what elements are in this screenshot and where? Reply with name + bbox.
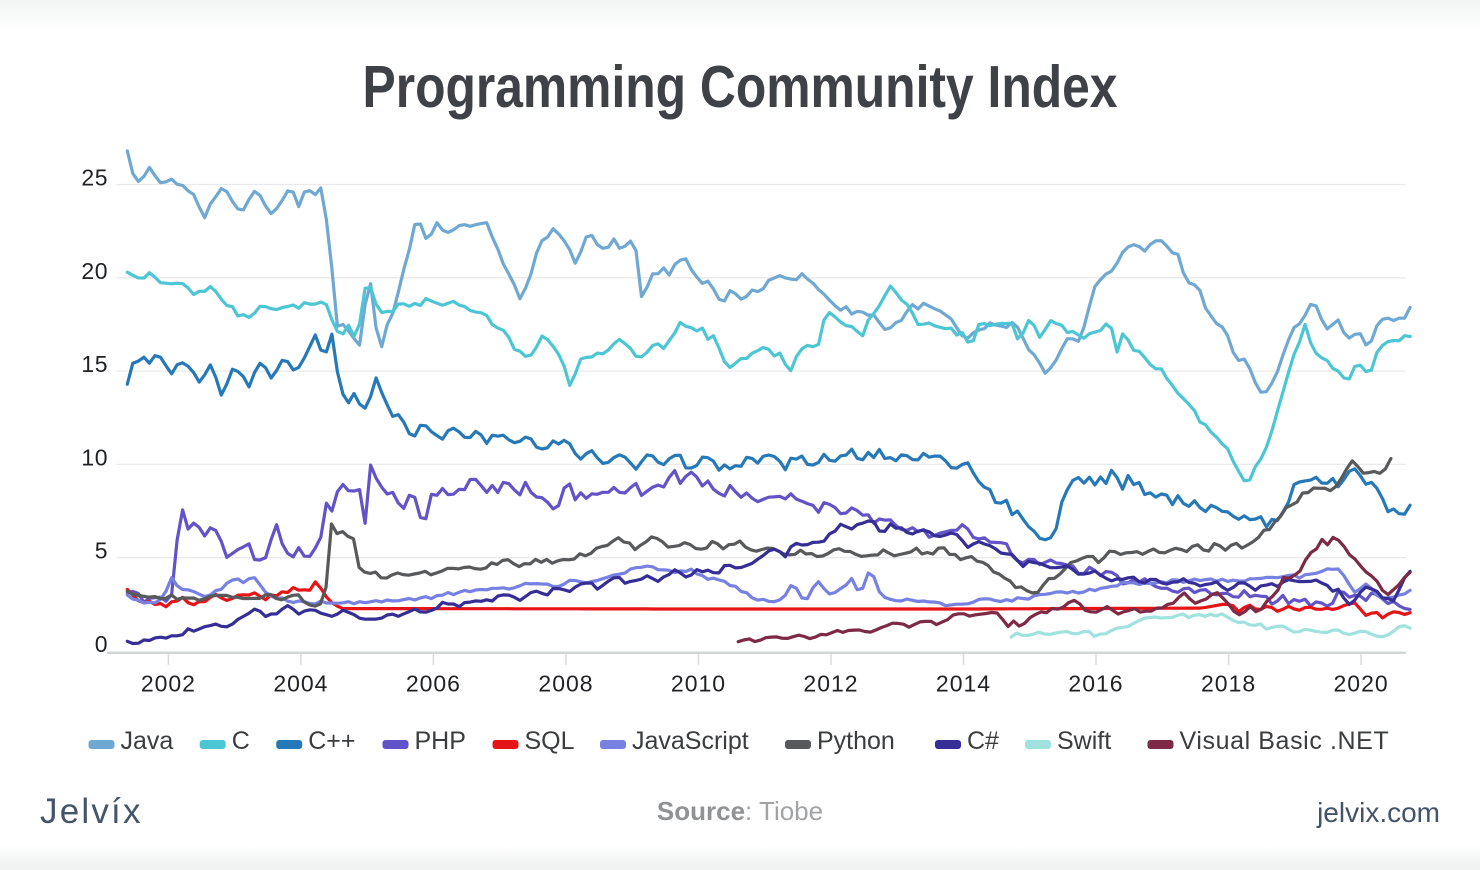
svg-text:SQL: SQL	[525, 727, 575, 755]
svg-text:jelvix.com: jelvix.com	[1316, 797, 1440, 828]
svg-text:25: 25	[81, 165, 108, 191]
svg-text:C#: C#	[967, 727, 999, 755]
svg-text:Swift: Swift	[1057, 727, 1111, 755]
svg-text:0: 0	[95, 631, 108, 657]
svg-text:PHP: PHP	[415, 727, 466, 755]
svg-text:2010: 2010	[671, 671, 726, 697]
svg-text:10: 10	[81, 444, 108, 470]
svg-text:2018: 2018	[1201, 671, 1256, 697]
svg-text:C: C	[232, 727, 250, 755]
svg-text:15: 15	[81, 351, 108, 377]
svg-text:Source: Tiobe: Source: Tiobe	[657, 796, 823, 826]
svg-text:2006: 2006	[406, 671, 461, 697]
svg-text:2004: 2004	[273, 671, 328, 697]
svg-text:Jelvíx: Jelvíx	[40, 792, 143, 831]
svg-text:Python: Python	[817, 727, 895, 755]
svg-text:5: 5	[95, 538, 108, 564]
svg-text:Programming Community Index: Programming Community Index	[363, 54, 1118, 120]
svg-text:Java: Java	[121, 727, 174, 755]
svg-text:2012: 2012	[803, 671, 858, 697]
svg-text:2014: 2014	[936, 671, 991, 697]
svg-text:2020: 2020	[1334, 671, 1389, 697]
svg-text:C++: C++	[308, 727, 355, 755]
svg-text:2002: 2002	[141, 671, 196, 697]
svg-text:20: 20	[81, 258, 108, 284]
svg-text:2016: 2016	[1068, 671, 1123, 697]
svg-text:2008: 2008	[538, 671, 593, 697]
svg-text:JavaScript: JavaScript	[632, 727, 749, 755]
svg-text:Visual Basic .NET: Visual Basic .NET	[1180, 727, 1390, 755]
